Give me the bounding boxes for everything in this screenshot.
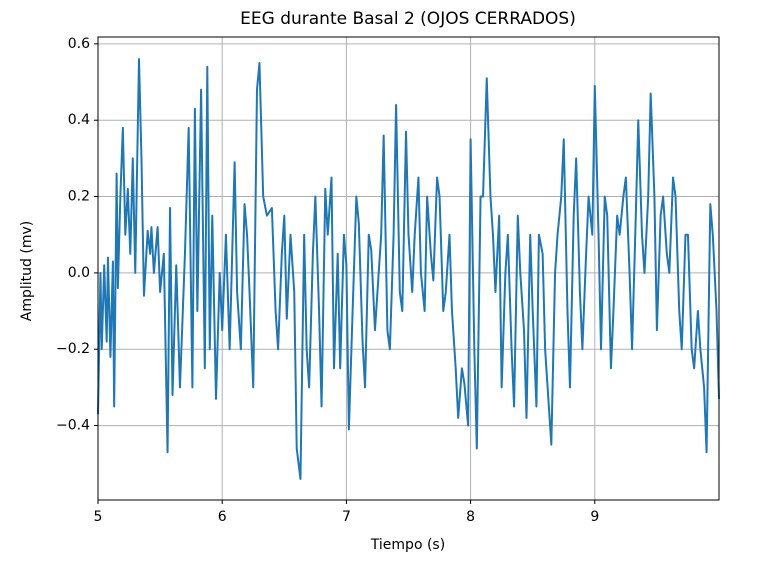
y-tick-label: 0.4: [68, 112, 90, 128]
data-line: [97, 58, 720, 481]
y-tick-label: −0.4: [56, 418, 90, 434]
x-tick-label: 7: [342, 509, 351, 525]
x-tick-label: 5: [94, 509, 103, 525]
y-tick-label: 0.6: [68, 36, 90, 52]
y-tick-label: 0.2: [68, 189, 90, 205]
y-axis-label: Amplitud (mv): [19, 221, 35, 321]
x-tick-label: 9: [590, 509, 599, 525]
x-axis-label: Tiempo (s): [370, 537, 445, 553]
chart-title: EEG durante Basal 2 (OJOS CERRADOS): [240, 9, 576, 29]
y-tick-label: 0.0: [68, 265, 90, 281]
x-tick-label: 6: [218, 509, 227, 525]
plot-frame: [97, 36, 720, 501]
y-tick-label: −0.2: [56, 341, 90, 357]
x-tick-label: 8: [466, 509, 475, 525]
